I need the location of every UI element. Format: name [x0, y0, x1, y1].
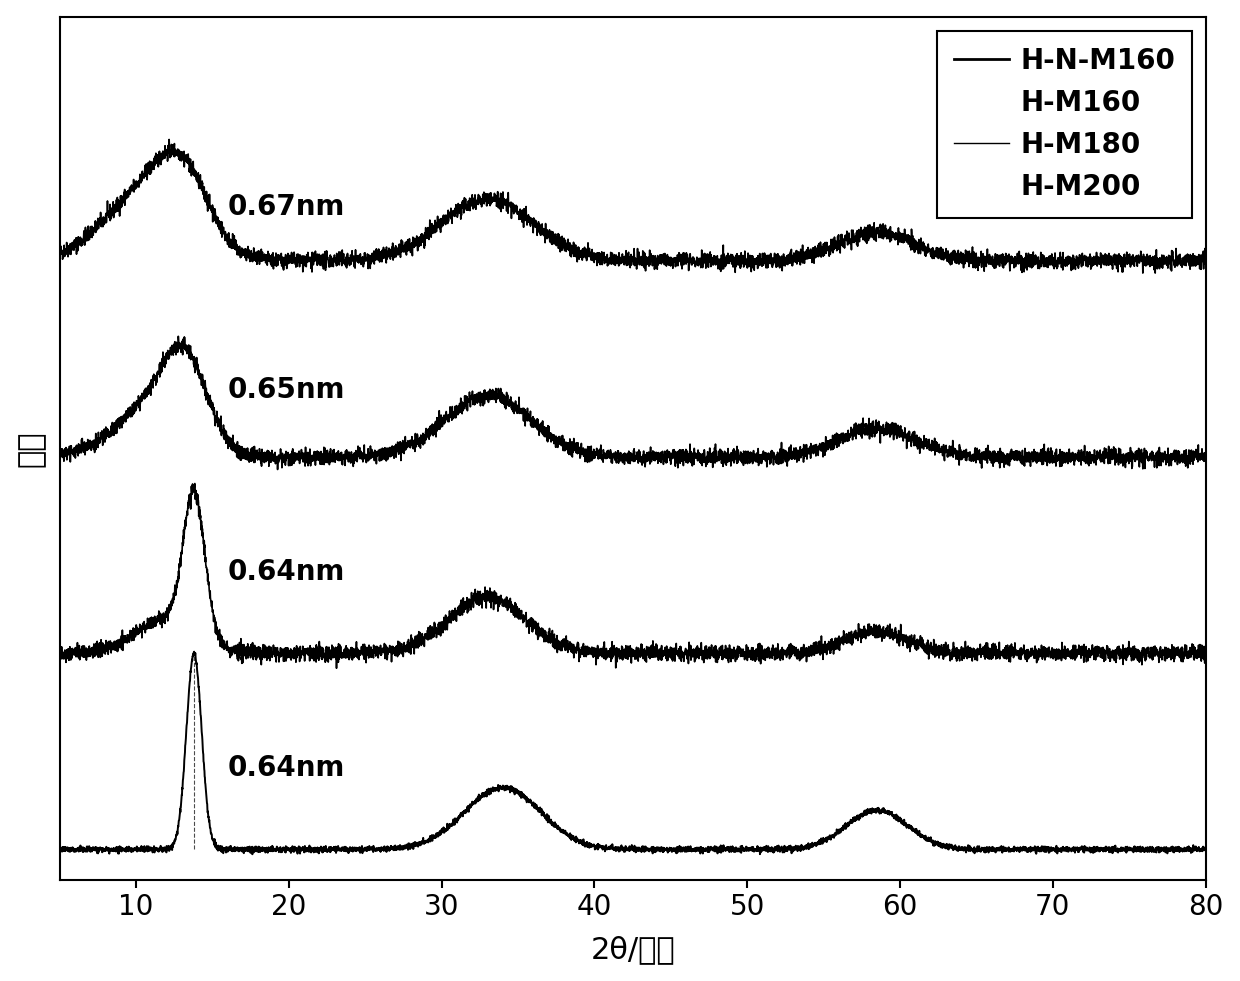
- Legend: H-N-M160, H-M160, H-M180, H-M200: H-N-M160, H-M160, H-M180, H-M200: [937, 30, 1192, 218]
- X-axis label: 2θ/角度: 2θ/角度: [590, 935, 675, 964]
- Text: 0.67nm: 0.67nm: [228, 193, 345, 222]
- Text: 0.64nm: 0.64nm: [228, 754, 345, 782]
- Text: 0.65nm: 0.65nm: [228, 376, 345, 403]
- Text: 0.64nm: 0.64nm: [228, 558, 345, 586]
- Y-axis label: 强度: 强度: [16, 431, 46, 467]
